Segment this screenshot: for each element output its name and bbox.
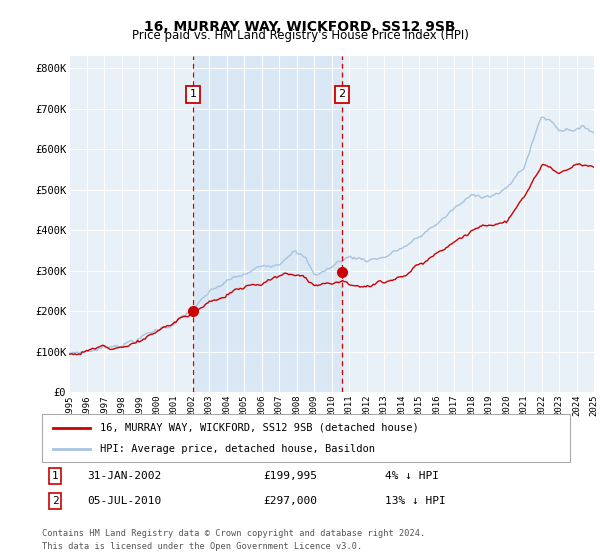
Text: 1: 1 — [190, 90, 196, 100]
Text: 1: 1 — [52, 471, 59, 481]
Text: 13% ↓ HPI: 13% ↓ HPI — [385, 496, 446, 506]
Text: 05-JUL-2010: 05-JUL-2010 — [87, 496, 161, 506]
Text: £199,995: £199,995 — [264, 471, 318, 481]
Text: 2: 2 — [338, 90, 345, 100]
Text: 31-JAN-2002: 31-JAN-2002 — [87, 471, 161, 481]
Text: 16, MURRAY WAY, WICKFORD, SS12 9SB: 16, MURRAY WAY, WICKFORD, SS12 9SB — [144, 20, 456, 34]
Text: 4% ↓ HPI: 4% ↓ HPI — [385, 471, 439, 481]
Bar — [193, 56, 341, 392]
FancyBboxPatch shape — [42, 414, 570, 462]
Text: 2: 2 — [52, 496, 59, 506]
Text: Contains HM Land Registry data © Crown copyright and database right 2024.: Contains HM Land Registry data © Crown c… — [42, 529, 425, 538]
Text: Price paid vs. HM Land Registry's House Price Index (HPI): Price paid vs. HM Land Registry's House … — [131, 29, 469, 42]
Text: 16, MURRAY WAY, WICKFORD, SS12 9SB (detached house): 16, MURRAY WAY, WICKFORD, SS12 9SB (deta… — [100, 423, 419, 433]
Text: HPI: Average price, detached house, Basildon: HPI: Average price, detached house, Basi… — [100, 444, 375, 454]
Text: This data is licensed under the Open Government Licence v3.0.: This data is licensed under the Open Gov… — [42, 542, 362, 550]
Text: £297,000: £297,000 — [264, 496, 318, 506]
